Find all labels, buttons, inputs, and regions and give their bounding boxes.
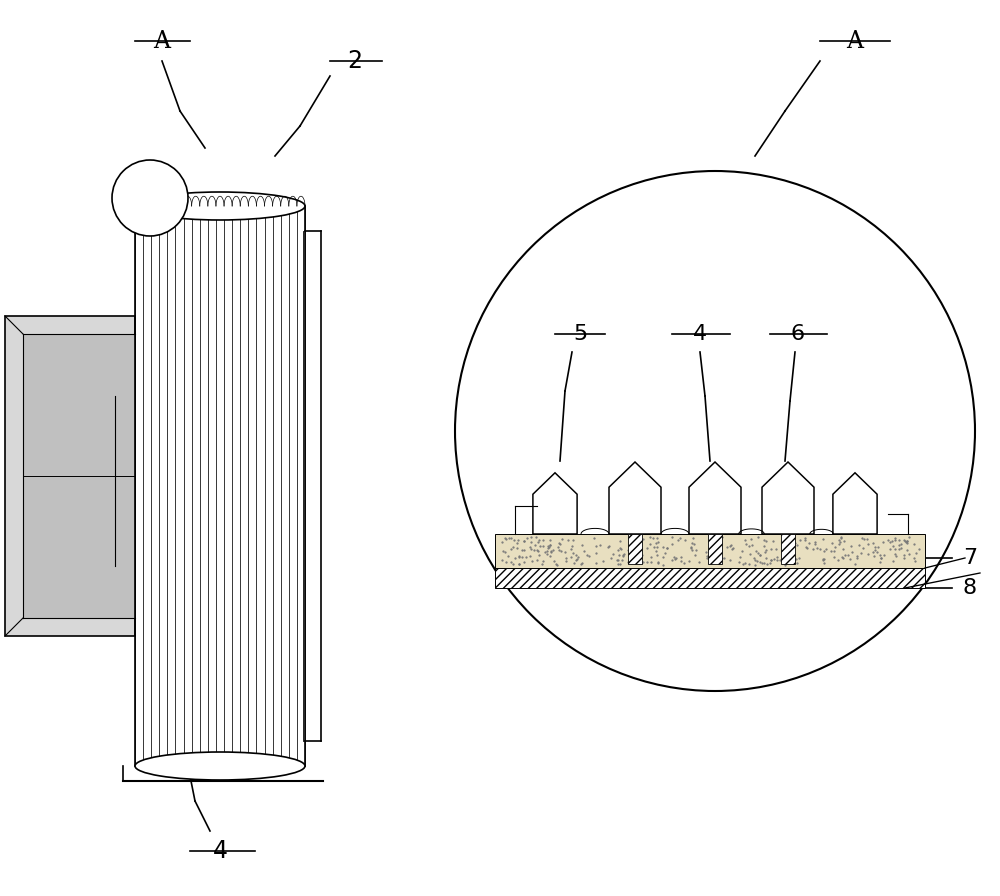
Bar bbox=[23, 334, 135, 618]
Bar bbox=[628, 534, 642, 564]
Bar bbox=[5, 316, 135, 636]
Bar bbox=[781, 534, 795, 564]
Text: 2: 2 bbox=[348, 49, 363, 73]
Polygon shape bbox=[609, 462, 661, 534]
Text: 8: 8 bbox=[963, 578, 977, 598]
Bar bbox=[495, 568, 925, 588]
Text: A: A bbox=[154, 30, 171, 53]
Circle shape bbox=[455, 171, 975, 691]
Ellipse shape bbox=[135, 192, 305, 220]
Polygon shape bbox=[762, 462, 814, 534]
Bar bbox=[495, 534, 925, 568]
Text: A: A bbox=[847, 30, 864, 53]
Circle shape bbox=[112, 160, 188, 236]
Text: 4: 4 bbox=[693, 324, 707, 344]
Text: 6: 6 bbox=[791, 324, 805, 344]
Text: 5: 5 bbox=[573, 324, 587, 344]
Polygon shape bbox=[533, 473, 577, 534]
Text: 7: 7 bbox=[963, 548, 977, 568]
Text: 4: 4 bbox=[213, 839, 228, 863]
Polygon shape bbox=[689, 462, 741, 534]
Bar bbox=[708, 534, 722, 564]
Polygon shape bbox=[833, 473, 877, 534]
Ellipse shape bbox=[135, 752, 305, 780]
